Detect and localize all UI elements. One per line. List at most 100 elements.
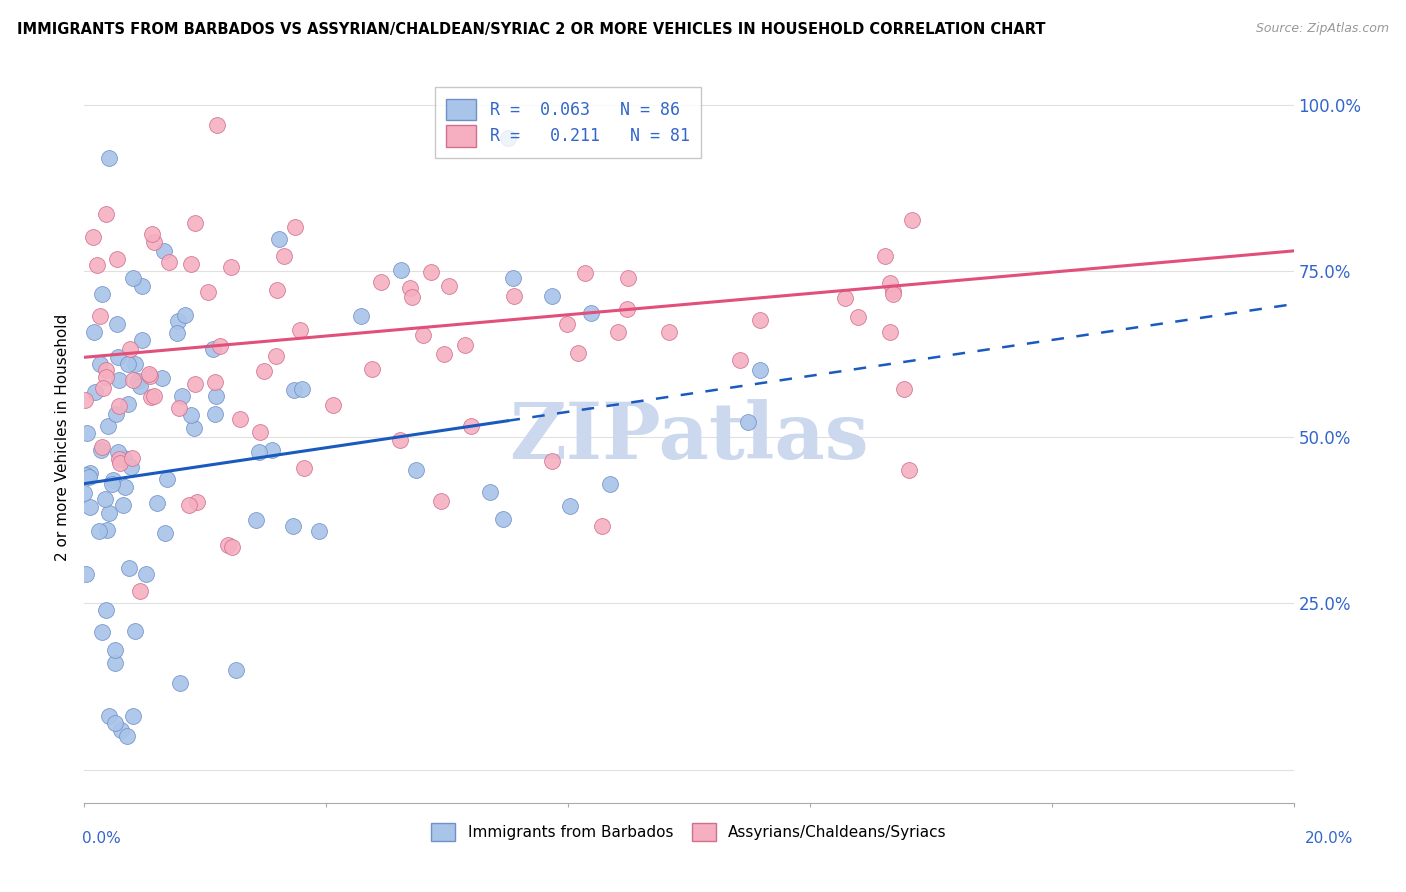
Point xyxy=(94,363,117,377)
Point xyxy=(153,526,176,541)
Point xyxy=(110,723,132,737)
Point xyxy=(180,408,202,422)
Point xyxy=(204,375,226,389)
Point xyxy=(221,540,243,554)
Point xyxy=(156,472,179,486)
Point xyxy=(73,485,96,500)
Point xyxy=(496,131,519,145)
Point xyxy=(273,249,295,263)
Point xyxy=(606,326,628,340)
Point xyxy=(208,339,231,353)
Point xyxy=(728,353,751,368)
Point xyxy=(207,118,229,132)
Point xyxy=(350,310,373,324)
Point xyxy=(205,388,228,402)
Point xyxy=(167,401,190,415)
Text: 0.0%: 0.0% xyxy=(82,831,121,846)
Point xyxy=(283,383,305,397)
Legend: Immigrants from Barbados, Assyrians/Chaldeans/Syriacs: Immigrants from Barbados, Assyrians/Chal… xyxy=(422,814,956,850)
Point xyxy=(893,382,915,396)
Point xyxy=(118,342,141,356)
Point xyxy=(128,583,150,598)
Point xyxy=(748,362,770,376)
Point xyxy=(502,288,524,302)
Point xyxy=(737,415,759,429)
Point xyxy=(405,463,427,477)
Point xyxy=(124,624,146,638)
Point xyxy=(93,381,115,395)
Point xyxy=(122,271,145,285)
Point xyxy=(617,270,640,285)
Point xyxy=(183,421,205,435)
Point xyxy=(94,492,117,507)
Text: Source: ZipAtlas.com: Source: ZipAtlas.com xyxy=(1256,22,1389,36)
Point xyxy=(129,379,152,393)
Point xyxy=(83,385,105,400)
Point xyxy=(174,308,197,322)
Point xyxy=(591,518,613,533)
Text: IMMIGRANTS FROM BARBADOS VS ASSYRIAN/CHALDEAN/SYRIAC 2 OR MORE VEHICLES IN HOUSE: IMMIGRANTS FROM BARBADOS VS ASSYRIAN/CHA… xyxy=(17,22,1046,37)
Point xyxy=(228,411,250,425)
Point xyxy=(901,212,924,227)
Point xyxy=(105,252,128,266)
Point xyxy=(616,302,638,317)
Point xyxy=(86,259,108,273)
Point xyxy=(430,493,453,508)
Point xyxy=(166,326,188,341)
Point xyxy=(107,317,129,331)
Point xyxy=(115,729,138,743)
Point xyxy=(135,567,157,582)
Point xyxy=(291,382,314,396)
Point xyxy=(748,313,770,327)
Point xyxy=(89,357,111,371)
Point xyxy=(219,260,242,274)
Point xyxy=(478,485,501,500)
Point xyxy=(141,390,163,404)
Point xyxy=(184,377,207,392)
Point xyxy=(120,459,142,474)
Point xyxy=(141,227,163,241)
Point xyxy=(399,281,422,295)
Point xyxy=(834,292,856,306)
Point xyxy=(127,374,149,388)
Point xyxy=(97,709,120,723)
Point xyxy=(104,407,127,421)
Point xyxy=(117,396,139,410)
Point xyxy=(153,244,176,258)
Point xyxy=(146,496,169,510)
Point xyxy=(460,419,482,434)
Point xyxy=(150,371,173,385)
Point xyxy=(308,524,330,539)
Y-axis label: 2 or more Vehicles in Household: 2 or more Vehicles in Household xyxy=(55,313,70,561)
Text: ZIPatlas: ZIPatlas xyxy=(509,399,869,475)
Point xyxy=(104,716,127,731)
Point xyxy=(83,325,105,339)
Point xyxy=(112,499,135,513)
Point xyxy=(370,275,392,289)
Point xyxy=(401,289,423,303)
Point xyxy=(87,524,110,539)
Point xyxy=(79,469,101,483)
Point xyxy=(389,263,412,277)
Point xyxy=(879,325,901,339)
Point xyxy=(94,207,117,221)
Point xyxy=(169,676,191,690)
Point xyxy=(879,276,901,290)
Point xyxy=(107,444,129,458)
Point xyxy=(361,361,384,376)
Point xyxy=(579,306,602,320)
Point xyxy=(139,368,162,383)
Point xyxy=(117,358,139,372)
Point xyxy=(253,363,276,377)
Point xyxy=(90,443,112,458)
Point xyxy=(142,389,165,403)
Point xyxy=(94,603,117,617)
Point xyxy=(288,324,311,338)
Point xyxy=(267,232,290,246)
Point xyxy=(108,399,131,413)
Point xyxy=(142,235,165,249)
Point xyxy=(180,257,202,271)
Point xyxy=(658,325,681,339)
Point xyxy=(245,513,267,527)
Point xyxy=(121,709,143,723)
